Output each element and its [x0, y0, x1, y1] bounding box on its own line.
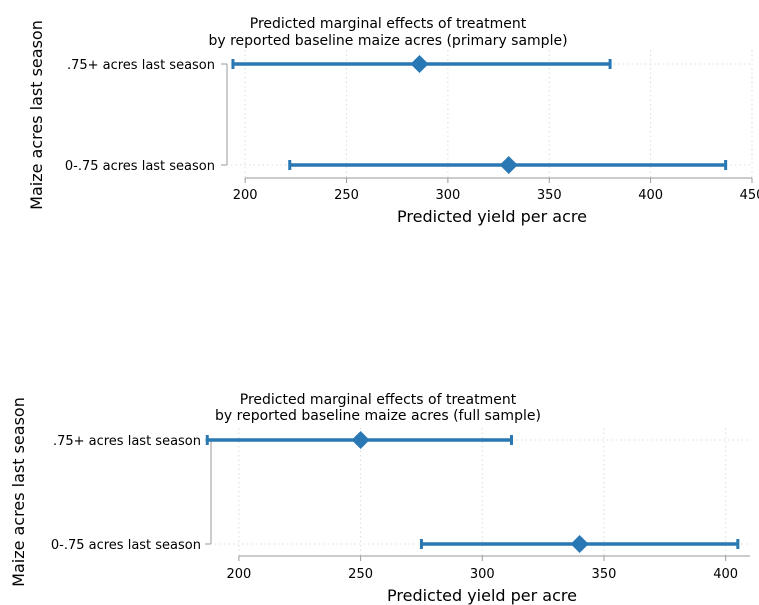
- y-category-label: 0-.75 acres last season: [51, 538, 201, 553]
- x-axis-title: Predicted yield per acre: [397, 207, 587, 226]
- x-tick-label: 200: [226, 567, 251, 582]
- y-category-label: .75+ acres last season: [53, 434, 201, 449]
- x-tick-label: 300: [470, 567, 495, 582]
- x-tick-label: 250: [348, 567, 373, 582]
- y-axis-title: Maize acres last season: [27, 20, 46, 210]
- chart-title-line-2: by reported baseline maize acres (full s…: [215, 408, 541, 424]
- panel-full-sample: Predicted marginal effects of treatment …: [9, 392, 750, 605]
- x-tick-label: 350: [592, 567, 617, 582]
- chart-title-line-1: Predicted marginal effects of treatment: [240, 392, 517, 408]
- x-ticks: 200 250 300 350 400: [226, 556, 738, 582]
- x-tick-label: 300: [435, 188, 460, 203]
- grid: [231, 50, 753, 178]
- point-estimate-marker: [351, 431, 370, 449]
- point-estimate-marker: [570, 535, 589, 553]
- series-marks: [205, 431, 740, 553]
- axes: [221, 63, 752, 179]
- point-estimate-marker: [499, 156, 518, 174]
- x-tick-label: 450: [740, 188, 759, 203]
- x-tick-label: 250: [334, 188, 359, 203]
- x-ticks: 200 250 300 350 400 450: [233, 178, 759, 203]
- panel-primary-sample: Predicted marginal effects of treatment …: [27, 16, 759, 226]
- series-marks: [231, 55, 728, 174]
- x-axis-title: Predicted yield per acre: [387, 586, 577, 605]
- x-tick-label: 350: [537, 188, 562, 203]
- point-estimate-marker: [410, 55, 429, 73]
- y-category-label: .75+ acres last season: [67, 58, 215, 73]
- x-tick-label: 400: [713, 567, 738, 582]
- chart-title-line-1: Predicted marginal effects of treatment: [250, 16, 527, 32]
- x-tick-label: 400: [638, 188, 663, 203]
- y-category-label: 0-.75 acres last season: [65, 159, 215, 174]
- y-axis-title: Maize acres last season: [9, 397, 28, 587]
- grid: [215, 428, 750, 556]
- axes: [205, 439, 750, 557]
- chart-title-line-2: by reported baseline maize acres (primar…: [208, 33, 567, 49]
- x-tick-label: 200: [233, 188, 258, 203]
